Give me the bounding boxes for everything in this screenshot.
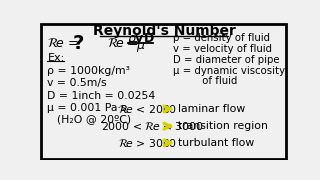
Text: laminar flow: laminar flow: [178, 104, 245, 114]
Text: D = diameter of pipe: D = diameter of pipe: [173, 55, 279, 65]
Text: v = velocity of fluid: v = velocity of fluid: [173, 44, 272, 54]
Text: $\mathcal{R}\!\mathit{e}$ < 2000: $\mathcal{R}\!\mathit{e}$ < 2000: [118, 103, 177, 115]
Text: ?: ?: [72, 34, 84, 53]
Text: Reynold's Number: Reynold's Number: [92, 24, 236, 38]
Text: ρ = density of fluid: ρ = density of fluid: [173, 33, 270, 42]
Text: $\mu$: $\mu$: [136, 40, 145, 54]
Text: v = 0.5m/s: v = 0.5m/s: [47, 78, 107, 88]
Text: transition region: transition region: [178, 121, 268, 131]
Text: $\rho$vD: $\rho$vD: [127, 30, 154, 46]
Text: D = 1inch = 0.0254: D = 1inch = 0.0254: [47, 91, 156, 101]
Text: Ex:: Ex:: [47, 53, 65, 63]
Text: ρ = 1000kg/m³: ρ = 1000kg/m³: [47, 66, 130, 76]
Text: $\mathcal{R}\!\mathit{e}$ > 3000: $\mathcal{R}\!\mathit{e}$ > 3000: [118, 137, 177, 149]
Text: $\mathcal{R}\!\mathit{e}$ =: $\mathcal{R}\!\mathit{e}$ =: [107, 37, 139, 50]
Text: turbulant flow: turbulant flow: [178, 138, 254, 148]
Text: μ = dynamic viscosity: μ = dynamic viscosity: [173, 66, 285, 76]
Text: $\mathcal{R}\!\mathit{e}$ =: $\mathcal{R}\!\mathit{e}$ =: [47, 37, 79, 50]
Text: 2000 < $\mathcal{R}\!\mathit{e}$ < 3000: 2000 < $\mathcal{R}\!\mathit{e}$ < 3000: [101, 120, 204, 132]
Text: (H₂O @ 20ºC): (H₂O @ 20ºC): [57, 114, 132, 124]
Text: of fluid: of fluid: [173, 75, 237, 86]
Text: μ = 0.001 Pa·s: μ = 0.001 Pa·s: [47, 103, 127, 113]
